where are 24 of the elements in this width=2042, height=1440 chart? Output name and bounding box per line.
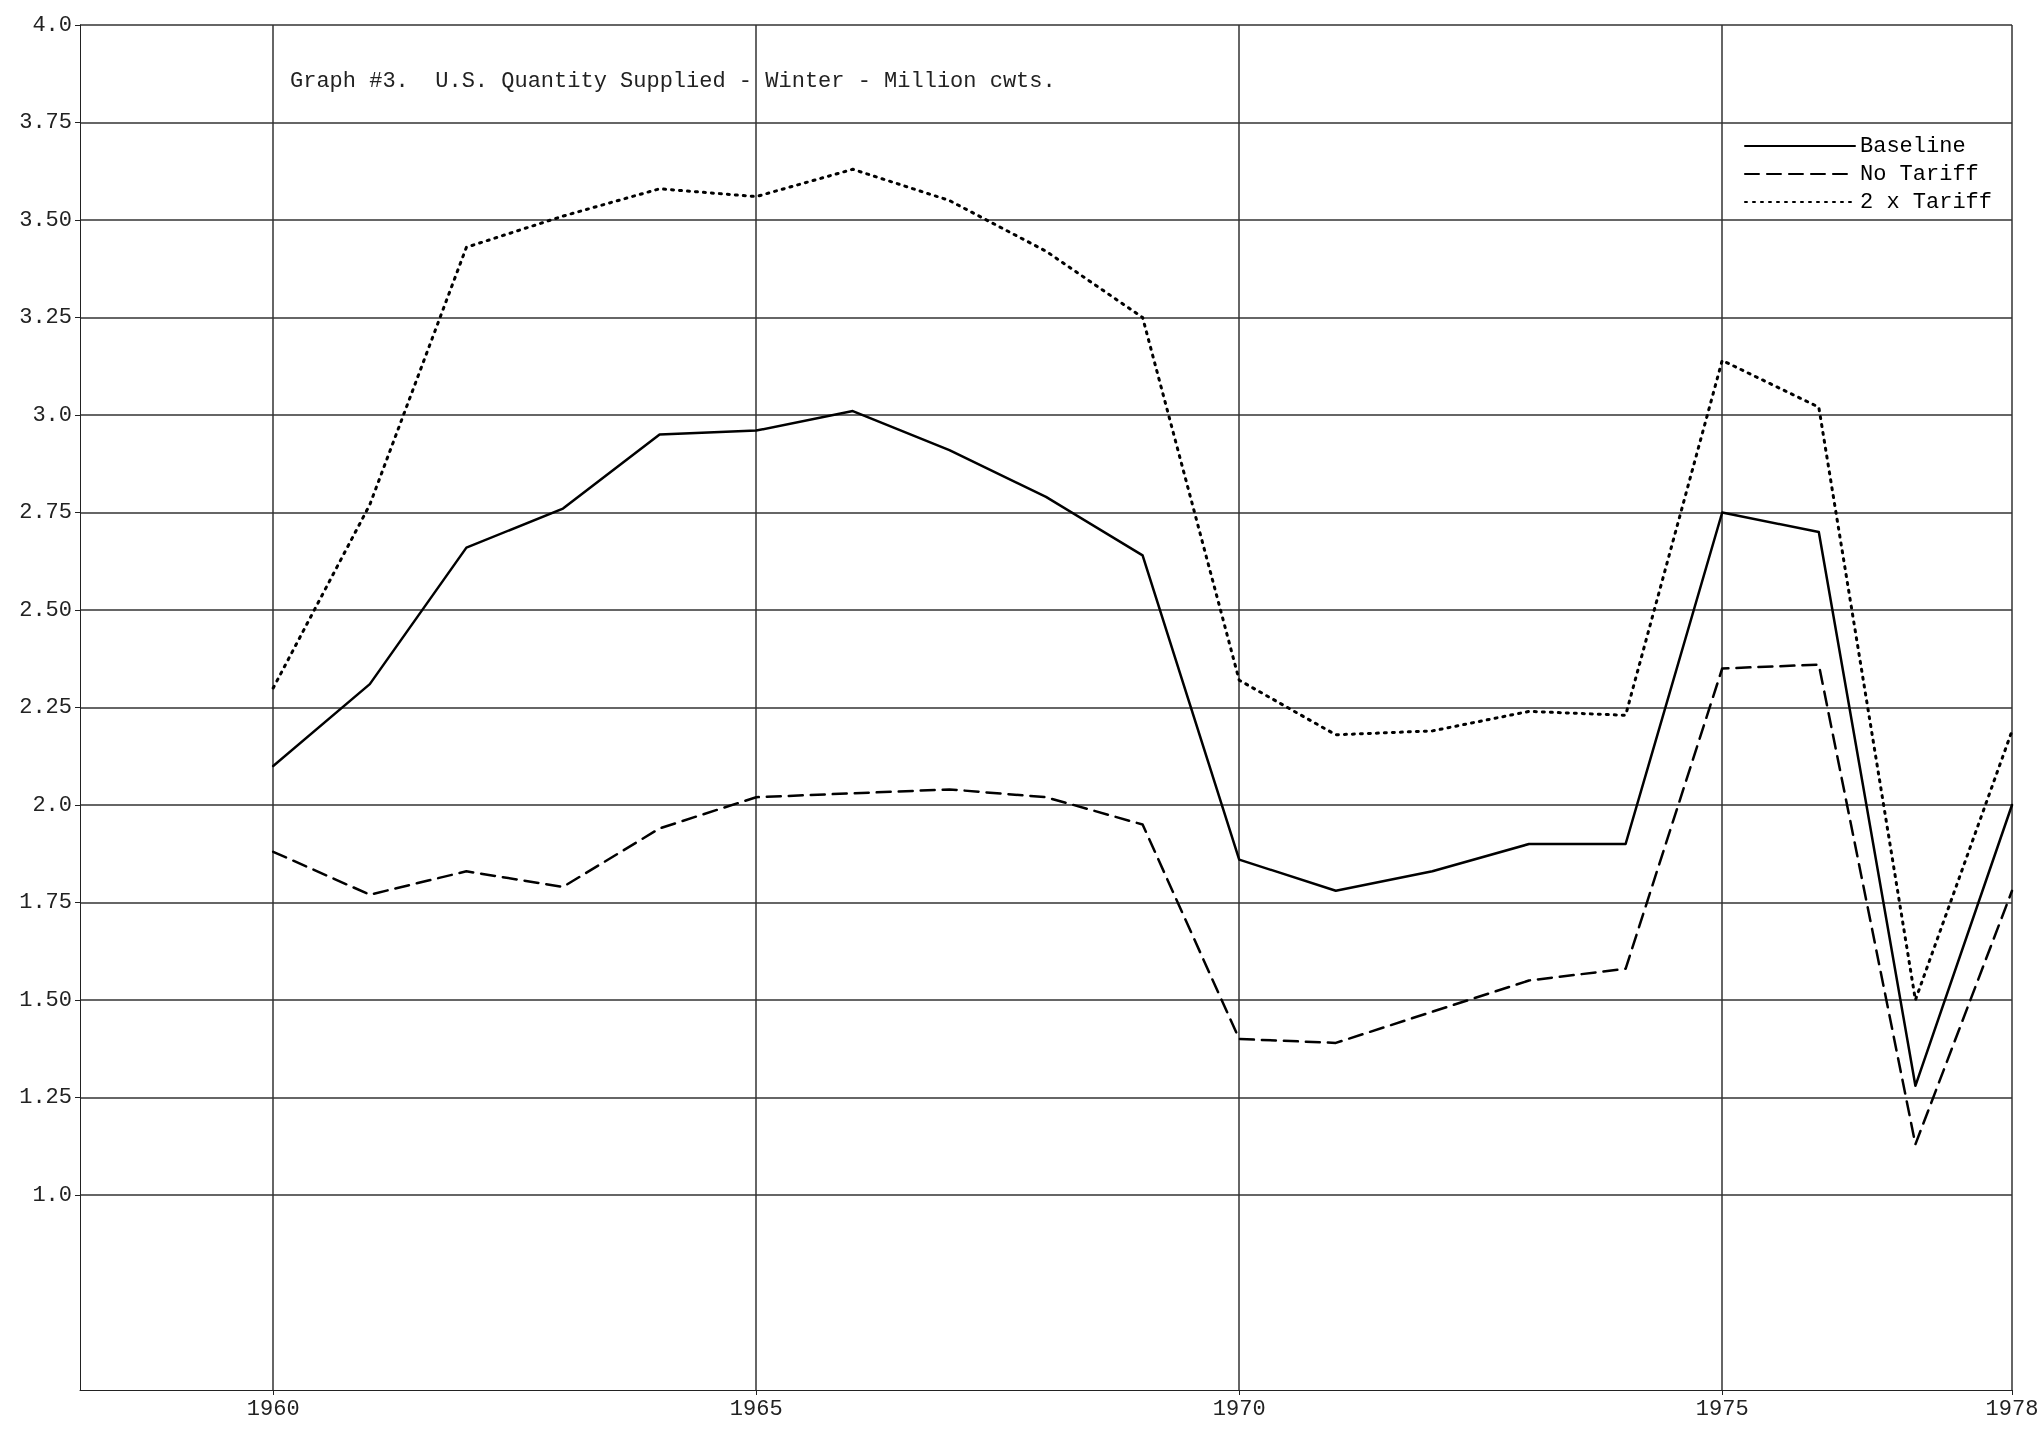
y-tick-label: 1.50 xyxy=(19,987,72,1013)
y-tick-label: 3.0 xyxy=(32,402,72,428)
x-tick-label: 1960 xyxy=(246,1396,300,1422)
legend-label: 2 x Tariff xyxy=(1859,189,1993,215)
y-tick-label: 3.50 xyxy=(19,207,72,233)
y-tick-label: 4.0 xyxy=(32,12,72,38)
legend-label: No Tariff xyxy=(1859,161,1979,187)
y-tick-label: 1.75 xyxy=(19,890,72,915)
x-tick-label: 1975 xyxy=(1695,1396,1749,1422)
text: Graph #3. U.S. Quantity Supplied - Winter - Million cwts. xyxy=(290,68,1056,94)
x-tick-label: 1978 xyxy=(1985,1396,2039,1422)
y-tick-label: 3.25 xyxy=(19,305,72,330)
y-tick-label: 2.25 xyxy=(19,695,72,720)
x-tick-label: 1965 xyxy=(729,1396,783,1422)
y-tick-label: 3.75 xyxy=(19,110,72,135)
y-tick-label: 2.50 xyxy=(19,597,72,623)
y-tick-label: 2.0 xyxy=(32,792,72,818)
legend-label: Baseline xyxy=(1859,133,1966,159)
y-tick-label: 1.25 xyxy=(19,1085,72,1110)
y-tick-label: 2.75 xyxy=(19,500,72,525)
line-series xyxy=(271,663,2014,1146)
x-tick-label: 1970 xyxy=(1212,1396,1266,1422)
y-tick-label: 1.0 xyxy=(32,1182,72,1208)
line-series xyxy=(271,409,2014,1088)
